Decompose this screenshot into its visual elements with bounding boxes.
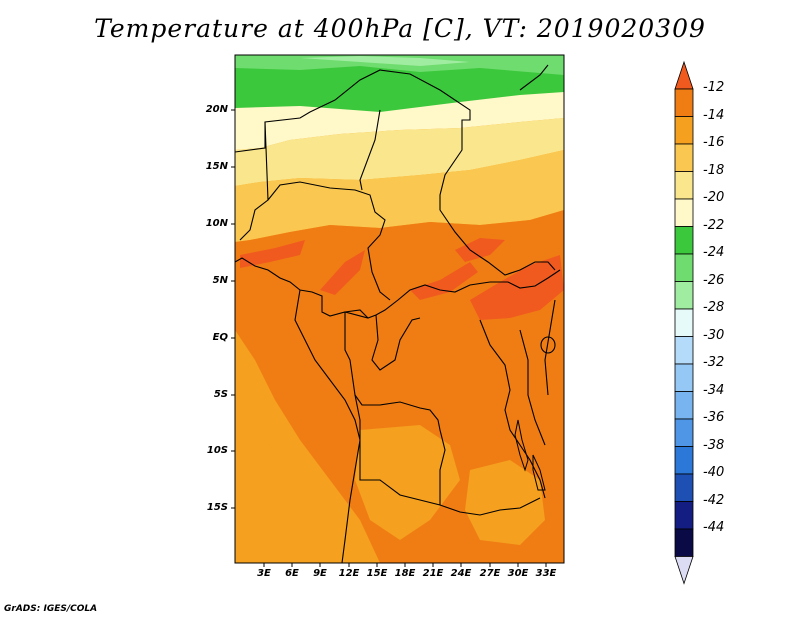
colorbar-swatch — [674, 473, 694, 502]
map-title: Temperature at 400hPa [C], VT: 201902030… — [94, 14, 706, 43]
lon-label: 21E — [422, 568, 444, 579]
warm-streak-4 — [470, 255, 564, 320]
colorbar-swatch — [674, 336, 694, 365]
lakes — [514, 336, 556, 491]
colorbar-label: -18 — [703, 162, 725, 178]
colorbar-label: -14 — [703, 107, 725, 123]
axis-ticks — [231, 109, 547, 567]
lon-label: 30E — [507, 568, 529, 579]
lon-label: 9E — [313, 568, 327, 579]
colorbar-label: -42 — [703, 492, 725, 508]
colorbar-label: -36 — [703, 410, 725, 425]
lat-label: 10S — [206, 445, 228, 456]
lon-label: 33E — [535, 568, 557, 579]
lon-label: 15E — [366, 568, 388, 579]
colorbar — [674, 60, 694, 585]
colorbar-label: -38 — [703, 437, 725, 453]
patch-south-2 — [465, 460, 545, 545]
warm-streak-2 — [320, 250, 365, 295]
colorbar-label: -30 — [703, 327, 725, 343]
band-minus24-26 — [235, 55, 564, 75]
colorbar-swatch — [674, 88, 694, 117]
colorbar-label: -22 — [703, 217, 725, 233]
lat-label: 15S — [206, 502, 228, 513]
colorbar-label: -44 — [703, 520, 725, 535]
country-borders — [235, 64, 561, 563]
lon-label: 24E — [450, 568, 472, 579]
colorbar-swatch — [674, 281, 694, 310]
colorbar-label: -12 — [703, 80, 725, 95]
lon-label: 3E — [257, 568, 271, 579]
colorbar-swatch — [674, 528, 694, 557]
lat-label: 5S — [213, 389, 228, 400]
colorbar-label: -26 — [703, 272, 725, 288]
colorbar-top-triangle — [674, 60, 694, 90]
colorbar-swatch — [674, 501, 694, 530]
temperature-field — [235, 55, 564, 563]
colorbar-bottom-triangle — [674, 556, 694, 585]
colorbar-label: -24 — [703, 245, 725, 260]
colorbar-label: -28 — [703, 300, 725, 315]
colorbar-swatch — [674, 171, 694, 200]
band-minus16-18 — [235, 150, 564, 242]
patch-southwest — [235, 440, 300, 563]
lat-label: 20N — [205, 104, 228, 115]
colorbar-swatch — [674, 116, 694, 145]
colorbar-swatch — [674, 198, 694, 227]
colorbar-label: -20 — [703, 190, 725, 205]
warm-streak-1 — [240, 240, 305, 268]
colorbar-label: -40 — [703, 465, 725, 480]
colorbar-swatch — [674, 226, 694, 255]
colorbar-swatch — [674, 253, 694, 282]
lon-label: 18E — [394, 568, 416, 579]
lat-label: 15N — [205, 161, 228, 172]
map-frame — [234, 54, 565, 564]
lat-label: 10N — [205, 218, 228, 229]
colorbar-swatch — [674, 143, 694, 172]
warm-streak-5 — [455, 238, 505, 262]
band-minus18-20 — [235, 118, 564, 186]
lon-label: 6E — [285, 568, 299, 579]
colorbar-label: -34 — [703, 382, 725, 398]
band-minus26-28 — [300, 56, 470, 66]
credit-text: GrADS: IGES/COLA — [4, 604, 98, 614]
colorbar-swatch — [674, 418, 694, 447]
lon-label: 27E — [479, 568, 501, 579]
colorbar-label: -16 — [703, 135, 725, 150]
lat-label: 5N — [212, 275, 228, 286]
colorbar-swatch — [674, 308, 694, 337]
colorbar-swatch — [674, 363, 694, 392]
colorbar-label: -32 — [703, 355, 725, 370]
lon-label: 12E — [338, 568, 360, 579]
lat-label: EQ — [212, 332, 228, 343]
patch-south-1 — [355, 425, 460, 540]
band-minus20-22 — [235, 92, 564, 150]
colorbar-swatch — [674, 446, 694, 475]
colorbar-swatch — [674, 391, 694, 420]
warm-streak-3 — [410, 262, 478, 300]
